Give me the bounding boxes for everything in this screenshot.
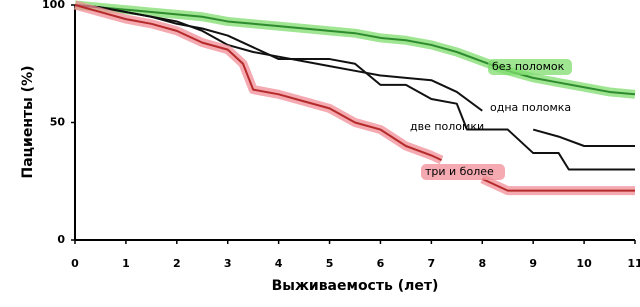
series-label: без поломок bbox=[492, 60, 565, 73]
y-axis-title: Пациенты (%) bbox=[20, 66, 36, 179]
survival-line bbox=[74, 4, 635, 192]
series-label: две поломки bbox=[410, 120, 484, 133]
x-tick-label: 0 bbox=[71, 257, 79, 270]
x-tick-label: 4 bbox=[275, 257, 283, 270]
x-tick-label: 8 bbox=[478, 257, 486, 270]
x-tick-label: 5 bbox=[326, 257, 334, 270]
x-tick-label: 6 bbox=[377, 257, 385, 270]
x-tick-label: 2 bbox=[173, 257, 181, 270]
x-tick-label: 1 bbox=[122, 257, 130, 270]
y-tick-label: 100 bbox=[42, 0, 65, 11]
x-axis-title: Выживаемость (лет) bbox=[272, 278, 439, 294]
x-tick-label: 9 bbox=[529, 257, 537, 270]
y-tick-label: 0 bbox=[57, 233, 65, 246]
x-tick-label: 7 bbox=[428, 257, 436, 270]
survival-line bbox=[74, 4, 635, 171]
survival-line bbox=[74, 4, 636, 96]
series-label: три и более bbox=[425, 165, 494, 178]
y-tick-label: 50 bbox=[50, 116, 66, 129]
x-tick-label: 3 bbox=[224, 257, 232, 270]
label-highlight bbox=[421, 164, 505, 180]
x-tick-label: 11 bbox=[627, 257, 640, 270]
x-tick-label: 10 bbox=[576, 257, 592, 270]
label-highlight bbox=[488, 59, 572, 75]
series-label: одна поломка bbox=[490, 101, 571, 114]
